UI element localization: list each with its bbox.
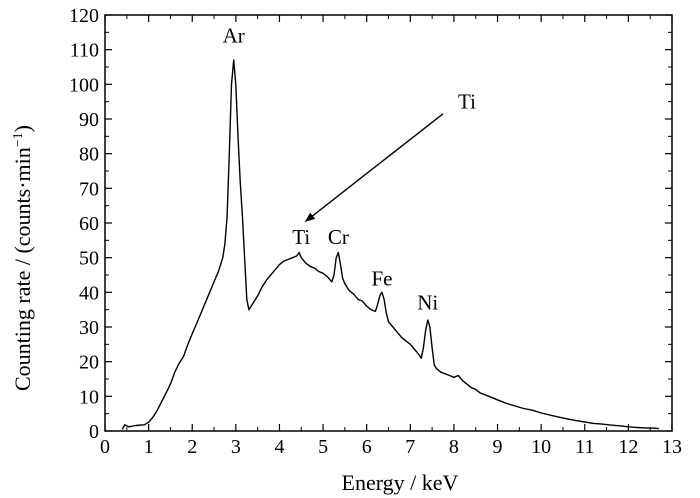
annotations: Ar Ti Cr Fe Ni Ti [223,24,477,315]
peak-label-ar: Ar [223,24,245,48]
series-layer [121,59,659,430]
y-tick-label: 110 [70,40,99,62]
x-tick-label: 13 [662,436,682,458]
y-tick-label: 100 [69,74,99,96]
y-tick-label: 60 [79,213,99,235]
x-tick-label: 6 [362,436,372,458]
x-tick-label: 7 [405,436,415,458]
y-tick-label: 90 [79,109,99,131]
y-axis-label-superscript: −1 [11,132,26,147]
x-tick-label: 9 [493,436,503,458]
y-tick-label: 20 [79,352,99,374]
x-tick-label: 11 [575,436,594,458]
y-tick-label: 0 [89,421,99,443]
y-axis-label-main: Counting rate / (counts·min [10,147,35,391]
y-tick-label: 40 [79,282,99,304]
spectrum-line [121,59,659,430]
peak-label-ti: Ti [458,90,476,114]
x-tick-label: 12 [618,436,638,458]
y-axis-label-close: ) [10,125,35,132]
y-axis-label: Counting rate / (counts·min−1) [10,125,35,391]
peak-label-fe: Fe [371,266,392,290]
y-tick-label: 50 [79,248,99,270]
x-tick-label: 5 [318,436,328,458]
peak-label-cr: Cr [328,225,349,249]
x-tick-label: 1 [144,436,154,458]
plot-frame [104,14,673,432]
peak-label-ni: Ni [417,291,438,315]
axes: 0 1 2 3 4 5 6 7 8 9 10 11 12 130102030405060708090100… [69,5,682,458]
peak-label-ti: Ti [292,225,310,249]
x-tick-label: 2 [187,436,197,458]
y-tick-label: 120 [69,5,99,27]
x-tick-label: 8 [449,436,459,458]
x-tick-label: 3 [231,436,241,458]
x-tick-label: 0 [100,436,110,458]
x-axis-label: Energy / keV [342,470,459,495]
x-tick-label: 10 [531,436,551,458]
y-tick-label: 70 [79,178,99,200]
y-tick-label: 10 [79,386,99,408]
x-tick-label: 4 [274,436,284,458]
ti-arrow [304,113,444,222]
y-tick-label: 30 [79,317,99,339]
y-tick-label: 80 [79,144,99,166]
